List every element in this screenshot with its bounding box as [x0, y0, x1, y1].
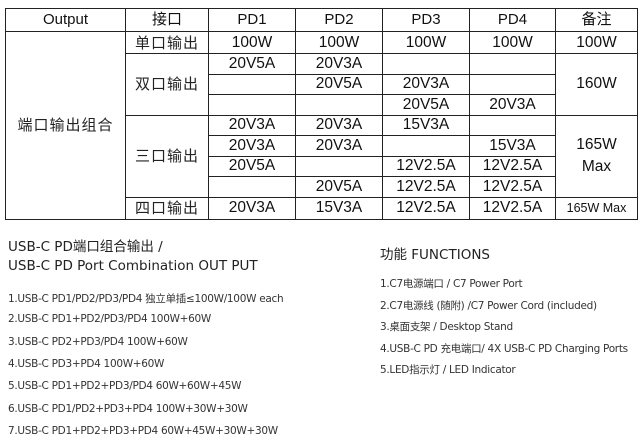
combination-item: 1.USB-C PD1/PD2/PD3/PD4 独立单插≤100W/100W e… — [8, 293, 284, 305]
group-label: 四口输出 — [125, 196, 209, 220]
table-row: 端口输出组合 单口输出 100W 100W 100W 100W 100W — [5, 31, 638, 220]
table-row: 三口输出 20V3A 20V3A 15V3A 165W Max — [6, 114, 638, 198]
combination-item: 3.USB-C PD2+PD3/PD4 100W+60W — [8, 335, 188, 348]
header-pd3: PD3 — [382, 8, 470, 32]
pd4-cell — [469, 73, 556, 95]
pd4-cell: 12V2.5A — [469, 176, 556, 198]
combination-item: 5.USB-C PD1+PD2+PD3/PD4 60W+60W+45W — [8, 380, 242, 393]
combination-section: USB-C PD端口组合输出 / USB-C PD Port Combinati… — [8, 238, 368, 437]
combination-item: 6.USB-C PD1/PD2+PD3+PD4 100W+30W+30W — [8, 402, 248, 415]
pd2-cell — [295, 155, 383, 177]
pd2-cell: 20V3A — [295, 135, 383, 157]
combination-title-line2: USB-C PD Port Combination OUT PUT — [8, 258, 258, 274]
group-label: 三口输出 — [125, 114, 209, 198]
pd4-cell: 20V3A — [469, 94, 556, 116]
pd1-cell: 20V5A — [208, 155, 296, 177]
note-cell: 165W Max — [555, 114, 638, 198]
pd4-cell — [469, 114, 556, 136]
combination-item: 4.USB-C PD3+PD4 100W+60W — [8, 357, 165, 370]
pd4-cell: 100W — [469, 31, 556, 54]
pd1-cell: 20V3A — [208, 135, 296, 157]
pd2-cell: 20V5A — [295, 73, 383, 95]
pd3-cell: 20V3A — [382, 73, 470, 95]
header-pd2: PD2 — [295, 8, 383, 32]
group-label: 单口输出 — [125, 31, 209, 54]
pd4-cell: 12V2.5A — [469, 155, 556, 177]
table-row: 20V3A 20V3A 15V3A — [6, 135, 638, 157]
header-note: 备注 — [555, 8, 638, 32]
pd2-cell: 20V3A — [295, 53, 383, 75]
pd1-cell — [208, 73, 296, 95]
header-pd1: PD1 — [208, 8, 296, 32]
pd1-cell — [208, 176, 296, 198]
combination-item: 7.USB-C PD1+PD2+PD3+PD4 60W+45W+30W+30W — [8, 424, 278, 437]
function-item: 4.USB-C PD 充电端口/ 4X USB-C PD Charging Po… — [380, 342, 628, 355]
port-output-table: Output 接口 PD1 PD2 PD3 PD4 备注 端口输出组合 单口输出 1… — [5, 8, 638, 220]
pd1-cell — [208, 94, 296, 116]
pd3-cell — [382, 53, 470, 75]
pd4-cell: 12V2.5A — [469, 196, 556, 220]
function-item: 5.LED指示灯 / LED Indicator — [380, 364, 516, 376]
function-item: 2.C7电源线 (随附) /C7 Power Cord (included) — [380, 299, 597, 312]
pd1-cell: 100W — [208, 31, 296, 54]
pd2-cell: 20V5A — [295, 176, 383, 198]
pd3-cell — [382, 135, 470, 157]
functions-section: 功能 FUNCTIONS 1.C7电源端口 / C7 Power Port 2.C… — [380, 246, 640, 396]
pd2-cell: 15V3A — [295, 196, 383, 220]
combination-title-line1: USB-C PD端口组合输出 / — [8, 239, 163, 255]
pd3-cell: 12V2.5A — [382, 155, 470, 177]
group-label: 双口输出 — [125, 53, 209, 116]
pd1-cell: 20V5A — [208, 53, 296, 75]
pd3-cell: 12V2.5A — [382, 196, 470, 220]
pd2-cell: 20V3A — [295, 114, 383, 136]
pd2-cell — [295, 94, 383, 116]
table-row: 双口输出 20V5A 20V3A 160W — [6, 53, 638, 116]
table-header-row: Output 接口 PD1 PD2 PD3 PD4 备注 — [5, 8, 638, 32]
pd4-cell: 15V3A — [469, 135, 556, 157]
function-item: 1.C7电源端口 / C7 Power Port — [380, 278, 523, 290]
pd2-cell: 100W — [295, 31, 383, 54]
pd3-cell: 12V2.5A — [382, 176, 470, 198]
pd4-cell — [469, 53, 556, 75]
header-pd4: PD4 — [469, 8, 556, 32]
note-cell: 160W — [555, 53, 638, 116]
pd1-cell: 20V3A — [208, 114, 296, 136]
note-cell: 100W — [555, 31, 638, 54]
function-item: 3.桌面支架 / Desktop Stand — [380, 321, 513, 333]
table-row: 20V5A 12V2.5A 12V2.5A — [6, 155, 638, 177]
note-cell: 165W Max — [555, 196, 638, 220]
combination-item: 2.USB-C PD1+PD2/PD3/PD4 100W+60W — [8, 313, 211, 326]
table-row: 20V5A 20V3A — [6, 94, 638, 116]
table-row: 四口输出 20V3A 15V3A 12V2.5A 12V2.5A 165W Max — [6, 196, 638, 220]
functions-title: 功能 FUNCTIONS — [380, 247, 490, 263]
row-label: 端口输出组合 — [5, 31, 126, 220]
header-port: 接口 — [125, 8, 209, 32]
pd3-cell: 15V3A — [382, 114, 470, 136]
header-output: Output — [5, 8, 126, 32]
pd3-cell: 20V5A — [382, 94, 470, 116]
table-row: 20V5A 20V3A — [6, 73, 638, 95]
pd3-cell: 100W — [382, 31, 470, 54]
pd1-cell: 20V3A — [208, 196, 296, 220]
